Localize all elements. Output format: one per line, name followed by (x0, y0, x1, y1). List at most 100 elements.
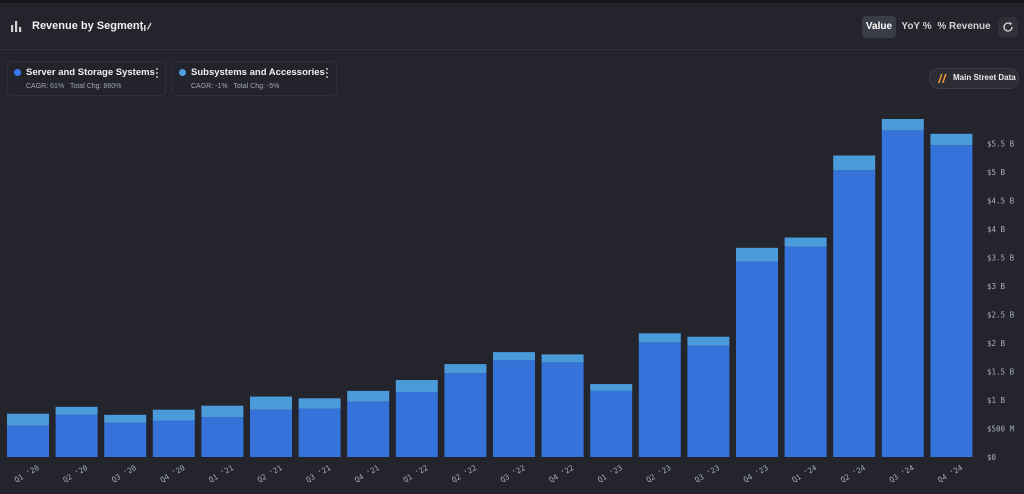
x-tick-label: Q1 '21 (207, 463, 235, 484)
bar-server-storage-1[interactable] (55, 414, 98, 457)
bar-subsystems-accessories-2[interactable] (104, 414, 147, 423)
tab-value[interactable]: Value (862, 16, 896, 38)
bar-subsystems-accessories-11[interactable] (541, 354, 584, 363)
x-tick-label: Q4 '24 (936, 463, 964, 485)
bar-server-storage-4[interactable] (201, 417, 244, 457)
x-tick-label: Q3 '23 (693, 463, 721, 484)
bar-server-storage-16[interactable] (784, 246, 827, 457)
bar-server-storage-14[interactable] (687, 345, 730, 457)
bar-subsystems-accessories-18[interactable] (881, 118, 924, 131)
bar-server-storage-6[interactable] (298, 408, 341, 457)
y-tick-label: $1 B (987, 396, 1006, 405)
bar-chart-icon (11, 21, 22, 32)
window-top-edge (0, 0, 1024, 3)
revenue-bar-chart: Q1 '20 Q2 '20 Q3 '20 Q4 '20 Q1 '21 Q2 '21 Q3 '… (7, 118, 1015, 485)
bar-server-storage-10[interactable] (493, 360, 535, 457)
bar-subsystems-accessories-9[interactable] (444, 364, 487, 374)
bar-server-storage-13[interactable] (638, 342, 681, 457)
bar-subsystems-accessories-4[interactable] (201, 405, 244, 418)
bar-subsystems-accessories-16[interactable] (784, 237, 827, 247)
bar-subsystems-accessories-8[interactable] (395, 380, 438, 393)
legend-total-change: Total Chg: -5% (233, 83, 280, 90)
bar-subsystems-accessories-3[interactable] (152, 409, 195, 421)
legend-color-dot (179, 69, 186, 76)
x-tick-label: Q1 '20 (13, 463, 41, 485)
y-tick-label: $2 B (987, 339, 1006, 348)
bar-subsystems-accessories-7[interactable] (347, 390, 390, 402)
x-tick-label: Q1 '22 (402, 463, 430, 484)
bar-server-storage-8[interactable] (395, 392, 438, 457)
legend-cagr: CAGR: -1% (191, 83, 228, 90)
x-tick-label: Q4 '21 (353, 463, 381, 484)
x-tick-label: Q3 '24 (888, 463, 916, 485)
bar-server-storage-3[interactable] (152, 420, 195, 457)
x-tick-label: Q4 '20 (159, 463, 187, 485)
bar-subsystems-accessories-1[interactable] (55, 406, 98, 415)
x-tick-label: Q2 '24 (839, 463, 867, 485)
bar-server-storage-12[interactable] (590, 390, 633, 457)
x-tick-label: Q2 '22 (450, 463, 478, 484)
legend-item-server-storage[interactable]: Server and Storage Systems CAGR: 61% Tot… (7, 61, 166, 96)
bar-group (7, 118, 973, 457)
bar-subsystems-accessories-10[interactable] (493, 352, 535, 361)
bar-server-storage-7[interactable] (347, 401, 390, 457)
bar-server-storage-18[interactable] (881, 130, 924, 457)
chart-edit-icon[interactable] (140, 20, 152, 32)
bar-subsystems-accessories-19[interactable] (930, 133, 973, 146)
y-tick-label: $5 B (987, 168, 1006, 177)
y-tick-label: $2.5 B (987, 311, 1015, 320)
y-tick-label: $0 (987, 453, 997, 462)
bar-subsystems-accessories-12[interactable] (590, 384, 633, 391)
bar-server-storage-11[interactable] (541, 362, 584, 457)
y-tick-label: $4.5 B (987, 197, 1015, 206)
legend-color-dot (14, 69, 21, 76)
x-tick-label: Q3 '21 (304, 463, 332, 484)
bar-server-storage-17[interactable] (833, 170, 876, 457)
x-tick-label: Q2 '23 (645, 463, 673, 484)
y-tick-label: $500 M (987, 425, 1015, 434)
legend-item-subsystems-accessories[interactable]: Subsystems and Accessories CAGR: -1% Tot… (172, 61, 337, 96)
bar-subsystems-accessories-15[interactable] (736, 247, 778, 262)
y-tick-label: $4 B (987, 225, 1006, 234)
bar-subsystems-accessories-17[interactable] (833, 155, 876, 171)
bar-subsystems-accessories-14[interactable] (687, 336, 730, 346)
x-tick-label: Q2 '20 (61, 463, 89, 485)
legend-series-stats: CAGR: 61% Total Chg: 860% (26, 83, 121, 90)
bar-server-storage-19[interactable] (930, 145, 973, 457)
legend-series-name: Server and Storage Systems (26, 67, 155, 78)
bar-server-storage-2[interactable] (104, 422, 147, 457)
legend-total-change: Total Chg: 860% (69, 83, 122, 90)
x-tick-label: Q2 '21 (256, 463, 284, 484)
main-street-data-icon (938, 74, 947, 83)
main-street-data-label: Main Street Data (953, 73, 1016, 82)
kebab-menu-icon[interactable] (325, 67, 329, 79)
x-tick-label: Q4 '23 (742, 463, 770, 484)
main-street-data-badge[interactable]: Main Street Data (929, 68, 1019, 89)
x-tick-label: Q1 '23 (596, 463, 624, 484)
bar-subsystems-accessories-5[interactable] (250, 396, 292, 410)
chart-header: Revenue by Segment Value YoY % % Revenue (0, 3, 1024, 50)
bar-server-storage-9[interactable] (444, 373, 487, 457)
x-tick-label: Q1 '24 (790, 463, 818, 485)
bar-subsystems-accessories-6[interactable] (298, 398, 341, 409)
y-tick-label: $3.5 B (987, 254, 1015, 263)
x-axis-ticks: Q1 '20 Q2 '20 Q3 '20 Q4 '20 Q1 '21 Q2 '21 Q3 '… (13, 463, 965, 485)
bar-subsystems-accessories-0[interactable] (7, 413, 49, 426)
bar-server-storage-5[interactable] (250, 409, 292, 457)
x-tick-label: Q3 '22 (499, 463, 527, 484)
y-tick-label: $1.5 B (987, 368, 1015, 377)
tab-percent-revenue[interactable]: % Revenue (937, 21, 991, 32)
kebab-menu-icon[interactable] (155, 67, 159, 79)
refresh-icon (1003, 22, 1013, 32)
x-tick-label: Q3 '20 (110, 463, 138, 485)
chart-title: Revenue by Segment (32, 20, 144, 32)
bar-server-storage-15[interactable] (736, 261, 778, 457)
y-tick-label: $5.5 B (987, 140, 1015, 149)
bar-subsystems-accessories-13[interactable] (638, 333, 681, 343)
y-axis-ticks: $0 $500 M $1 B $1.5 B $2 B $2.5 B $3 B $3.5 B $4… (987, 140, 1015, 463)
refresh-button[interactable] (998, 17, 1018, 37)
bar-server-storage-0[interactable] (7, 425, 49, 457)
legend-series-name: Subsystems and Accessories (191, 67, 325, 78)
x-tick-label: Q4 '22 (547, 463, 575, 484)
tab-yoy-percent[interactable]: YoY % (901, 21, 932, 32)
